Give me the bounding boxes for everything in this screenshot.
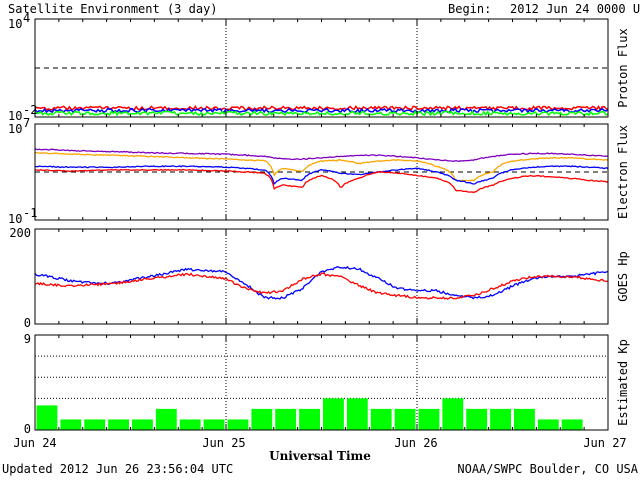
- hp-series-blue: [34, 265, 609, 300]
- kp-bar: [251, 408, 273, 430]
- proton-series-blue: [34, 107, 609, 114]
- x-tick-label-2: Jun 26: [394, 436, 437, 450]
- kp-bar: [323, 398, 344, 430]
- y-tick-base: 10: [8, 212, 22, 226]
- kp-bar: [36, 405, 58, 430]
- y-axis-label-electron: Electron Flux: [616, 125, 630, 219]
- kp-bar: [108, 419, 129, 430]
- x-axis: Jun 24 Jun 25 Jun 26 Jun 27 Universal Ti…: [13, 436, 626, 463]
- y-tick-base: 10: [8, 122, 22, 136]
- kp-bar: [227, 419, 249, 430]
- y-tick-label-bottom: 0: [24, 422, 31, 436]
- panel-electron: 10 710 -1 Electron Flux: [8, 116, 630, 226]
- kp-bar: [155, 408, 177, 430]
- x-tick-label-1: Jun 25: [202, 436, 245, 450]
- panel-frame: [34, 228, 609, 325]
- kp-bar: [442, 398, 464, 430]
- y-tick-base: 10: [8, 17, 22, 31]
- y-tick-label-bottom: 0: [24, 316, 31, 330]
- kp-bar: [299, 408, 320, 430]
- y-tick-label-top: 10 4: [8, 11, 30, 31]
- x-tick-label-0: Jun 24: [13, 436, 56, 450]
- electron-series-blue: [35, 165, 609, 186]
- begin-value: 2012 Jun 24 0000 UTC: [510, 2, 640, 16]
- electron-series-orange: [35, 151, 609, 182]
- y-tick-exponent: -2: [23, 103, 37, 117]
- proton-series-red: [34, 104, 609, 112]
- panel-kp: 9 0 Estimated Kp: [24, 332, 630, 436]
- y-tick-label-top: 10 7: [8, 116, 30, 136]
- kp-bar: [490, 408, 511, 430]
- x-axis-label: Universal Time: [269, 449, 371, 463]
- y-tick-exponent: 7: [23, 116, 30, 130]
- kp-bar: [60, 419, 82, 430]
- hp-series-red: [34, 272, 609, 300]
- y-axis-label-proton: Proton Flux: [616, 28, 630, 107]
- y-tick-label-bottom: 10 -1: [8, 206, 37, 226]
- y-tick-label-top: 9: [24, 332, 31, 346]
- y-tick-label-top: 200: [9, 226, 31, 240]
- y-tick-exponent: -1: [23, 206, 37, 220]
- kp-bar: [394, 408, 416, 430]
- begin-label: Begin:: [448, 2, 491, 16]
- kp-bar: [418, 408, 440, 430]
- kp-bar: [537, 419, 559, 430]
- kp-bar: [179, 419, 201, 430]
- credit-line: NOAA/SWPC Boulder, CO USA: [457, 462, 638, 476]
- kp-bar: [275, 408, 297, 430]
- kp-bar: [370, 408, 392, 430]
- electron-series-purple: [34, 148, 609, 163]
- y-axis-label-hp: GOES Hp: [616, 251, 630, 302]
- kp-bar: [561, 419, 583, 430]
- x-tick-label-3: Jun 27: [583, 436, 626, 450]
- y-axis-label-kp: Estimated Kp: [616, 339, 630, 426]
- chart-title: Satellite Environment (3 day): [8, 2, 218, 16]
- kp-bar: [84, 419, 106, 430]
- kp-bar: [346, 398, 368, 430]
- y-tick-label-bottom: 10 -2: [8, 103, 37, 123]
- kp-bar: [203, 419, 225, 430]
- y-tick-exponent: 4: [23, 11, 30, 25]
- kp-bar: [514, 408, 535, 430]
- updated-timestamp: Updated 2012 Jun 26 23:56:04 UTC: [2, 462, 233, 476]
- kp-bar: [132, 419, 153, 430]
- y-tick-base: 10: [8, 109, 22, 123]
- panel-hp: 200 0 GOES Hp: [9, 226, 630, 330]
- kp-bar: [466, 408, 488, 430]
- electron-series-red: [34, 168, 609, 194]
